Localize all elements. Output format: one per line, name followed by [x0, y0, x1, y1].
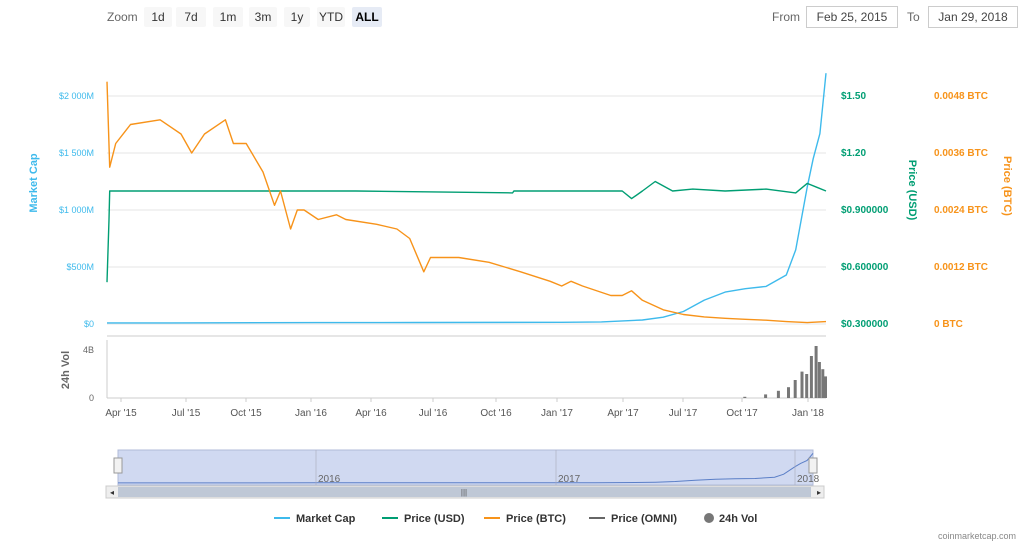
from-date-input[interactable]: Feb 25, 2015: [806, 6, 898, 28]
from-label: From: [772, 10, 800, 24]
navigator-scrollbar-thumb[interactable]: [118, 487, 811, 497]
price-usd-axis-title: Price (USD): [906, 160, 918, 221]
legend-label: Price (USD): [404, 513, 465, 525]
legend-item-market-cap[interactable]: Market Cap: [274, 513, 356, 525]
legend-label: Price (BTC): [506, 513, 566, 525]
price-btc-tick-label: 0 BTC: [934, 319, 963, 330]
zoom-button-1y[interactable]: 1y: [284, 7, 310, 27]
series-line-price-usd: [106, 180, 827, 283]
price-usd-tick-label: $1.20: [841, 148, 866, 159]
market-cap-tick-label: $0: [84, 319, 94, 329]
market-cap-tick-label: $1 000M: [59, 205, 94, 215]
navigator-year-label: 2016: [318, 474, 341, 485]
scroll-right-arrow-icon[interactable]: ▸: [817, 488, 821, 497]
zoom-button-all[interactable]: ALL: [352, 7, 382, 27]
legend-label: Market Cap: [296, 513, 356, 525]
price-btc-tick-label: 0.0036 BTC: [934, 148, 988, 159]
credit-link[interactable]: coinmarketcap.com: [937, 531, 1016, 541]
price-usd-tick-label: $0.600000: [841, 262, 889, 273]
zoom-button-3m[interactable]: 3m: [249, 7, 277, 27]
price-usd-tick-label: $0.900000: [841, 205, 889, 216]
x-tick-label: Jan '17: [541, 408, 573, 419]
legend-marker: [704, 513, 714, 523]
volume-bar: [800, 371, 804, 398]
legend-item-24h-vol[interactable]: 24h Vol: [704, 513, 757, 525]
volume-bar: [817, 362, 821, 398]
to-label: To: [907, 10, 920, 24]
navigator-handle[interactable]: [113, 457, 123, 474]
legend-item-price-usd[interactable]: Price (USD): [382, 513, 465, 525]
volume-bar: [824, 376, 827, 398]
zoom-button-1m[interactable]: 1m: [213, 7, 243, 27]
series-line-price-btc: [106, 81, 827, 324]
navigator-selection[interactable]: [117, 449, 814, 486]
grid-lines: [106, 95, 826, 402]
price-btc-axis-title: Price (BTC): [1001, 156, 1013, 216]
navigator-year-label: 2017: [558, 474, 581, 485]
x-tick-label: Jul '16: [419, 408, 448, 419]
legend-label: Price (OMNI): [611, 513, 677, 525]
navigator[interactable]: 2016 2017 2018 ◂ ▸ |||: [105, 449, 825, 499]
x-tick-label: Apr '16: [355, 408, 387, 419]
to-date-input[interactable]: Jan 29, 2018: [928, 6, 1018, 28]
navigator-handle[interactable]: [808, 457, 818, 474]
x-tick-label: Jul '17: [669, 408, 698, 419]
navigator-year-label: 2018: [797, 474, 820, 485]
volume-bar: [793, 380, 797, 398]
x-tick-label: Jul '15: [172, 408, 201, 419]
zoom-button-7d[interactable]: 7d: [176, 7, 206, 27]
legend: Market Cap Price (USD) Price (BTC) Price (O…: [274, 513, 757, 525]
zoom-label: Zoom: [107, 10, 138, 24]
x-tick-label: Oct '16: [480, 408, 512, 419]
x-tick-label: Jan '18: [792, 408, 824, 419]
volume-bar: [743, 396, 747, 398]
legend-item-price-btc[interactable]: Price (BTC): [484, 513, 566, 525]
volume-bar: [809, 356, 813, 398]
x-tick-label: Jan '16: [295, 408, 327, 419]
x-tick-label: Oct '15: [230, 408, 262, 419]
volume-bar: [805, 374, 809, 398]
volume-bars: [743, 346, 827, 398]
zoom-button-ytd[interactable]: YTD: [317, 7, 345, 27]
x-tick-label: Oct '17: [726, 408, 758, 419]
price-btc-tick-label: 0.0012 BTC: [934, 262, 988, 273]
price-usd-tick-label: $0.300000: [841, 319, 889, 330]
scroll-left-arrow-icon[interactable]: ◂: [110, 488, 114, 497]
x-tick-label: Apr '17: [607, 408, 639, 419]
volume-bar: [814, 346, 818, 398]
market-cap-tick-label: $500M: [66, 262, 94, 272]
series-lines: [106, 73, 827, 324]
series-line-market-cap: [107, 73, 827, 324]
legend-item-price-omni[interactable]: Price (OMNI): [589, 513, 677, 525]
volume-axis-title: 24h Vol: [60, 351, 72, 389]
price-btc-tick-label: 0.0048 BTC: [934, 91, 988, 102]
scroll-grip-icon[interactable]: |||: [461, 488, 467, 497]
volume-tick-label: 4B: [83, 345, 94, 355]
zoom-button-1d[interactable]: 1d: [144, 7, 172, 27]
market-cap-axis-title: Market Cap: [28, 153, 40, 213]
axis-labels: $0 $500M $1 000M $1 500M $2 000M Market Cap $0…: [28, 91, 1013, 419]
market-cap-tick-label: $1 500M: [59, 148, 94, 158]
price-usd-tick-label: $1.50: [841, 91, 866, 102]
volume-bar: [764, 394, 768, 398]
volume-bar: [776, 390, 780, 398]
legend-label: 24h Vol: [719, 513, 757, 525]
volume-tick-label: 0: [89, 393, 94, 403]
volume-bar: [821, 369, 825, 398]
x-tick-label: Apr '15: [105, 408, 137, 419]
volume-bar: [787, 387, 790, 398]
market-cap-tick-label: $2 000M: [59, 91, 94, 101]
price-btc-tick-label: 0.0024 BTC: [934, 205, 988, 216]
